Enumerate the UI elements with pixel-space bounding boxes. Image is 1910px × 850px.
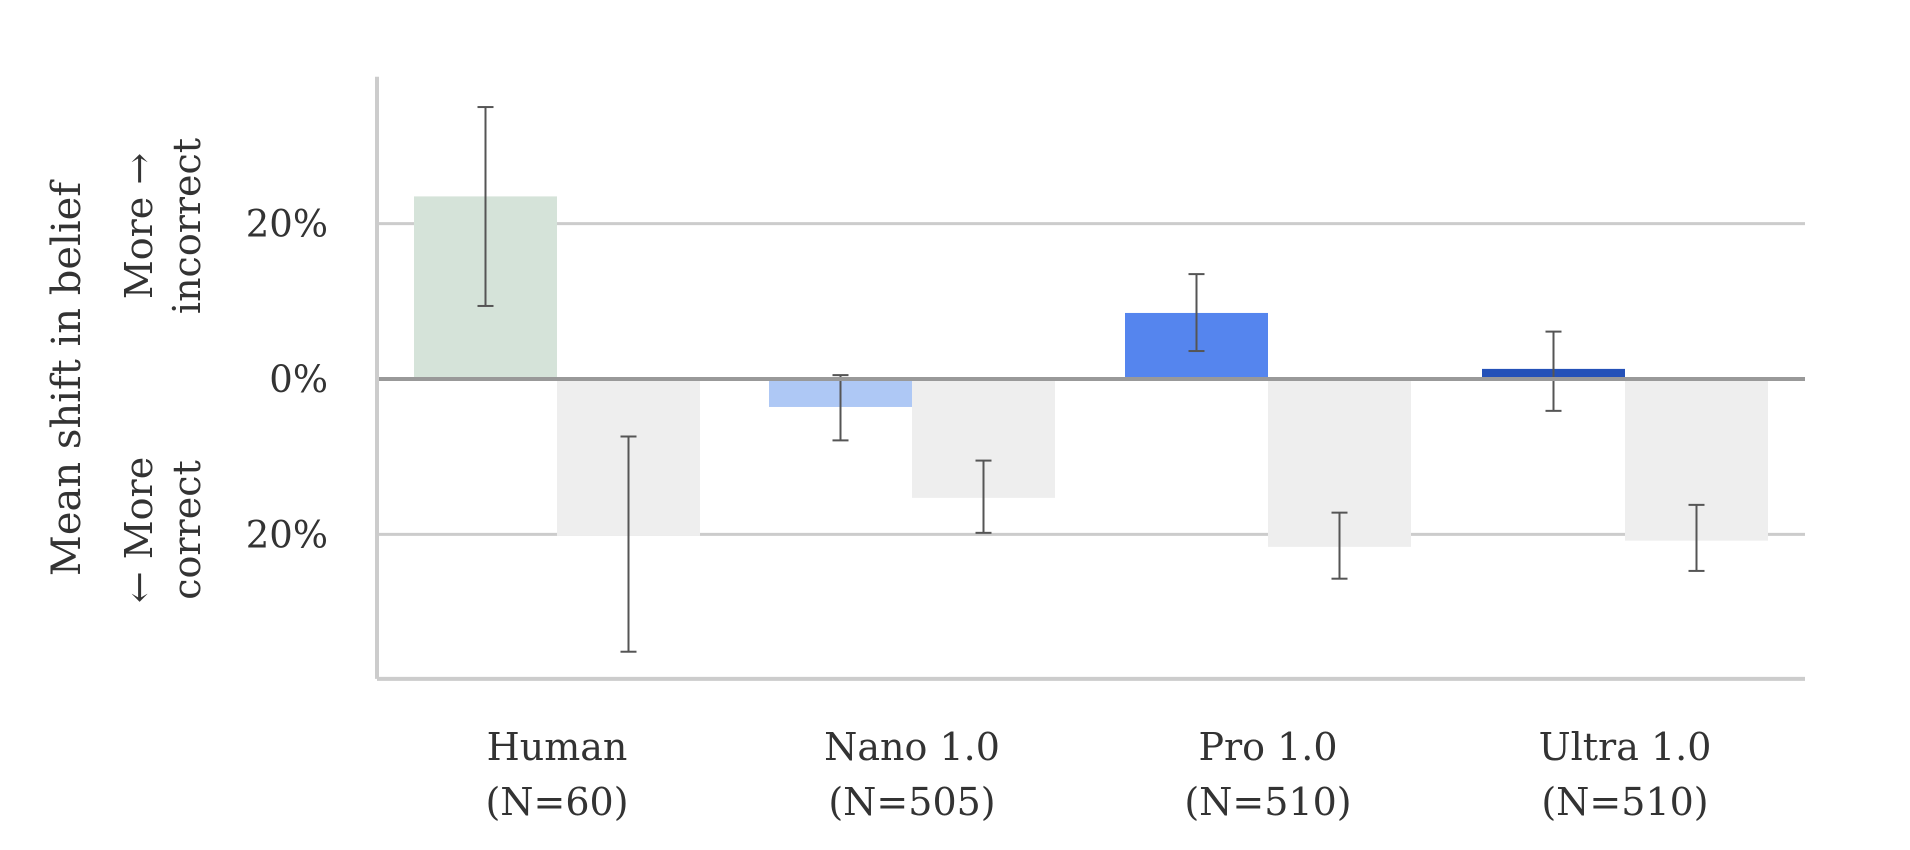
y-axis-label: Mean shift in belief — [44, 179, 90, 576]
x-tick-sublabel: (N=510) — [1184, 780, 1351, 824]
error-bars — [477, 106, 1705, 653]
y-axis-up-label: incorrect — [165, 138, 209, 314]
x-tick-label: Nano 1.0 — [824, 725, 1000, 769]
bars — [414, 196, 1768, 547]
axes — [375, 76, 1805, 681]
y-axis-up-label: More → — [117, 153, 161, 299]
labels: 20% 0% 20% Human (N=60) Nano 1.0 (N=505) Pro 1.… — [44, 138, 1711, 824]
y-axis-down-label: correct — [165, 460, 209, 600]
y-tick-label: 20% — [246, 513, 328, 556]
y-tick-label: 20% — [246, 203, 328, 246]
x-tick-label: Ultra 1.0 — [1539, 725, 1712, 769]
x-tick-label: Pro 1.0 — [1198, 725, 1337, 769]
y-tick-label: 0% — [269, 358, 328, 401]
x-tick-sublabel: (N=60) — [485, 780, 628, 824]
x-tick-sublabel: (N=510) — [1541, 780, 1708, 824]
x-tick-label: Human — [487, 725, 628, 769]
y-axis-down-label: ← More — [117, 457, 161, 603]
x-tick-sublabel: (N=505) — [828, 780, 995, 824]
